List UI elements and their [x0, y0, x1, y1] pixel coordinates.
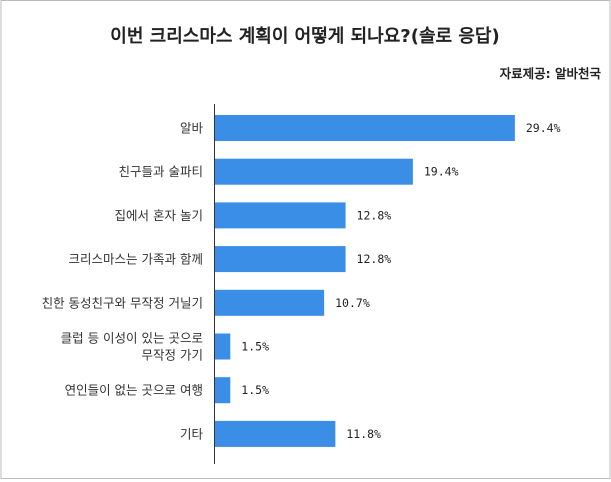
data-label-0: 29.4% — [526, 121, 561, 135]
bar-0 — [215, 115, 515, 141]
data-label-2: 12.8% — [357, 208, 392, 222]
bar-5 — [215, 333, 231, 360]
bar-3 — [215, 246, 346, 273]
data-label-6: 1.5% — [241, 383, 269, 397]
category-label-6: 연인들이 없는 곳으로 여행 — [65, 383, 203, 398]
category-label-0: 알바 — [180, 121, 204, 136]
data-label-4: 10.7% — [335, 296, 370, 310]
bar-1 — [215, 158, 413, 185]
data-label-3: 12.8% — [357, 252, 392, 266]
category-label-7: 기타 — [180, 426, 204, 441]
category-label-2: 집에서 혼자 놀기 — [115, 208, 203, 223]
category-label-5-line-1: 무작정 가기 — [142, 348, 203, 363]
bar-4 — [215, 289, 325, 316]
data-label-7: 11.8% — [346, 427, 381, 441]
bar-2 — [215, 202, 346, 229]
bar-group: 29.4% 알바 19.4% 친구들과 술파티 12.8% 집에서 혼자 놀기 12.8% 크… — [42, 115, 561, 447]
data-label-1: 19.4% — [424, 165, 459, 179]
bar-6 — [215, 377, 231, 404]
category-label-5-line-0: 클럽 등 이성이 있는 곳으로 — [61, 331, 203, 346]
category-label-3: 크리스마스는 가족과 함께 — [69, 252, 203, 267]
category-label-1: 친구들과 술파티 — [119, 164, 203, 179]
chart-title: 이번 크리스마스 계획이 어떻게 되나요?(솔로 응답) — [110, 25, 499, 47]
bar-7 — [215, 420, 336, 447]
data-label-5: 1.5% — [241, 340, 269, 354]
chart-source: 자료제공: 알바천국 — [500, 66, 602, 81]
category-label-4: 친한 동성친구와 무작정 거닐기 — [42, 295, 203, 310]
